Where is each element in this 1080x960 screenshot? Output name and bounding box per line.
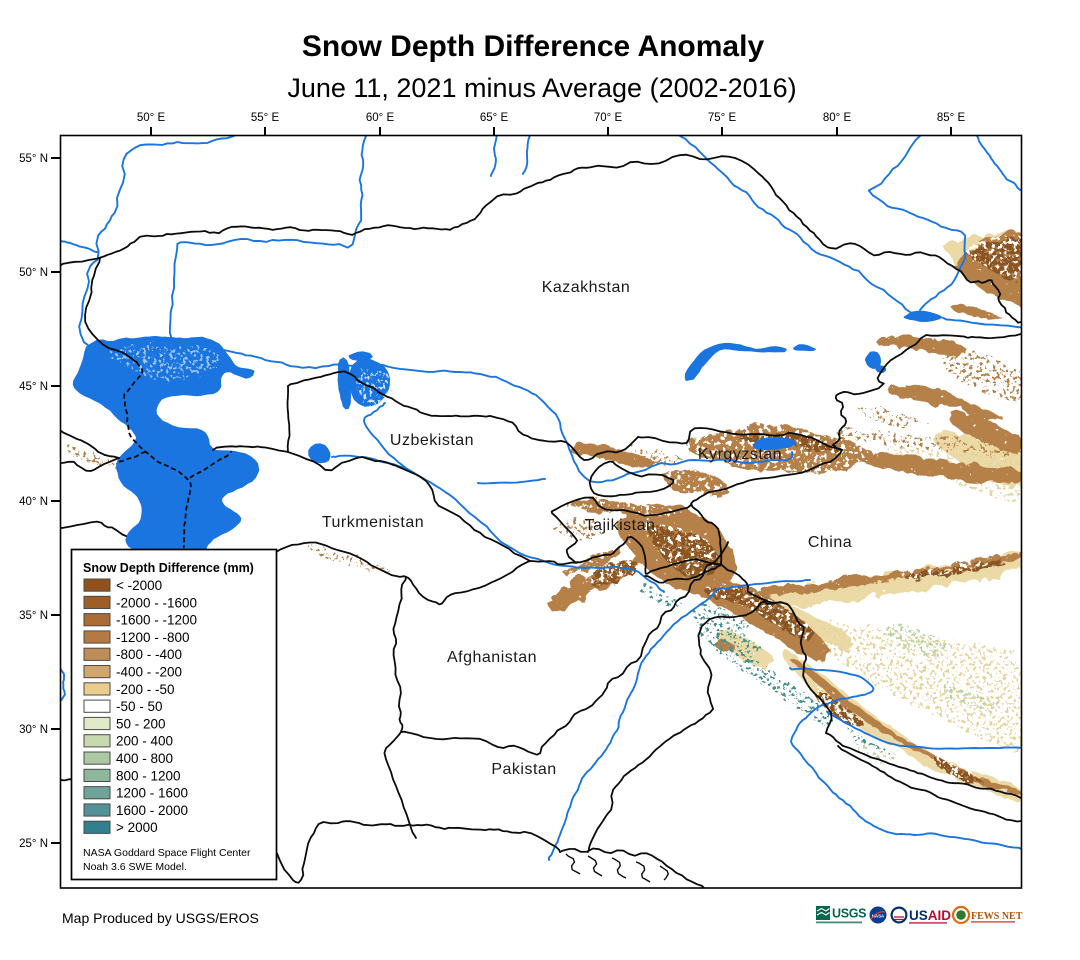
svg-text:-200 - -50: -200 - -50 [116,682,175,697]
svg-text:-800 - -400: -800 - -400 [116,647,182,662]
svg-text:50° N: 50° N [19,267,48,279]
svg-text:1200 - 1600: 1200 - 1600 [116,786,188,801]
svg-text:80° E: 80° E [823,112,852,124]
svg-text:June 11, 2021 minus Average (2: June 11, 2021 minus Average (2002-2016) [287,73,796,103]
svg-text:-1200 - -800: -1200 - -800 [116,630,190,645]
svg-text:> 2000: > 2000 [116,820,158,835]
svg-text:50 - 200: 50 - 200 [116,716,166,731]
svg-text:400 - 800: 400 - 800 [116,751,173,766]
svg-text:35° N: 35° N [19,610,48,622]
svg-text:< -2000: < -2000 [116,578,162,593]
svg-text:800 - 1200: 800 - 1200 [116,768,181,783]
svg-text:Snow Depth Difference Anomaly: Snow Depth Difference Anomaly [302,30,765,63]
svg-text:NASA Goddard Space Flight Cent: NASA Goddard Space Flight Center [83,847,251,859]
svg-text:55° N: 55° N [19,153,48,165]
svg-text:-50 - 50: -50 - 50 [116,699,163,714]
svg-text:FEWS NET: FEWS NET [971,911,1023,922]
svg-text:85° E: 85° E [937,112,966,124]
svg-text:Kazakhstan: Kazakhstan [542,279,631,296]
svg-text:Turkmenistan: Turkmenistan [322,514,424,531]
svg-text:NASA: NASA [872,914,885,919]
svg-text:65° E: 65° E [480,112,509,124]
svg-text:70° E: 70° E [594,112,623,124]
svg-text:Afghanistan: Afghanistan [447,649,537,666]
svg-text:-1600 - -1200: -1600 - -1200 [116,613,197,628]
svg-text:50° E: 50° E [137,112,166,124]
svg-text:Pakistan: Pakistan [491,761,556,778]
svg-text:55° E: 55° E [251,112,280,124]
svg-text:30° N: 30° N [19,724,48,736]
svg-text:Uzbekistan: Uzbekistan [390,432,474,449]
svg-text:Tajikistan: Tajikistan [585,517,656,534]
svg-text:Kyrgyzstan: Kyrgyzstan [698,446,782,463]
svg-text:40° N: 40° N [19,496,48,508]
svg-text:200 - 400: 200 - 400 [116,734,173,749]
svg-text:-2000 - -1600: -2000 - -1600 [116,595,197,610]
svg-text:Snow Depth Difference (mm): Snow Depth Difference (mm) [83,561,254,575]
svg-text:60° E: 60° E [366,112,395,124]
svg-text:25° N: 25° N [19,838,48,850]
svg-text:USAID: USAID [909,908,951,923]
svg-text:75° E: 75° E [708,112,737,124]
svg-text:-400 - -200: -400 - -200 [116,665,182,680]
svg-text:Noah 3.6 SWE Model.: Noah 3.6 SWE Model. [83,861,187,873]
svg-text:China: China [808,534,852,551]
svg-text:45° N: 45° N [19,381,48,393]
svg-text:1600 - 2000: 1600 - 2000 [116,803,188,818]
svg-text:USGS: USGS [832,907,866,921]
svg-text:Map Produced by USGS/EROS: Map Produced by USGS/EROS [62,910,259,926]
